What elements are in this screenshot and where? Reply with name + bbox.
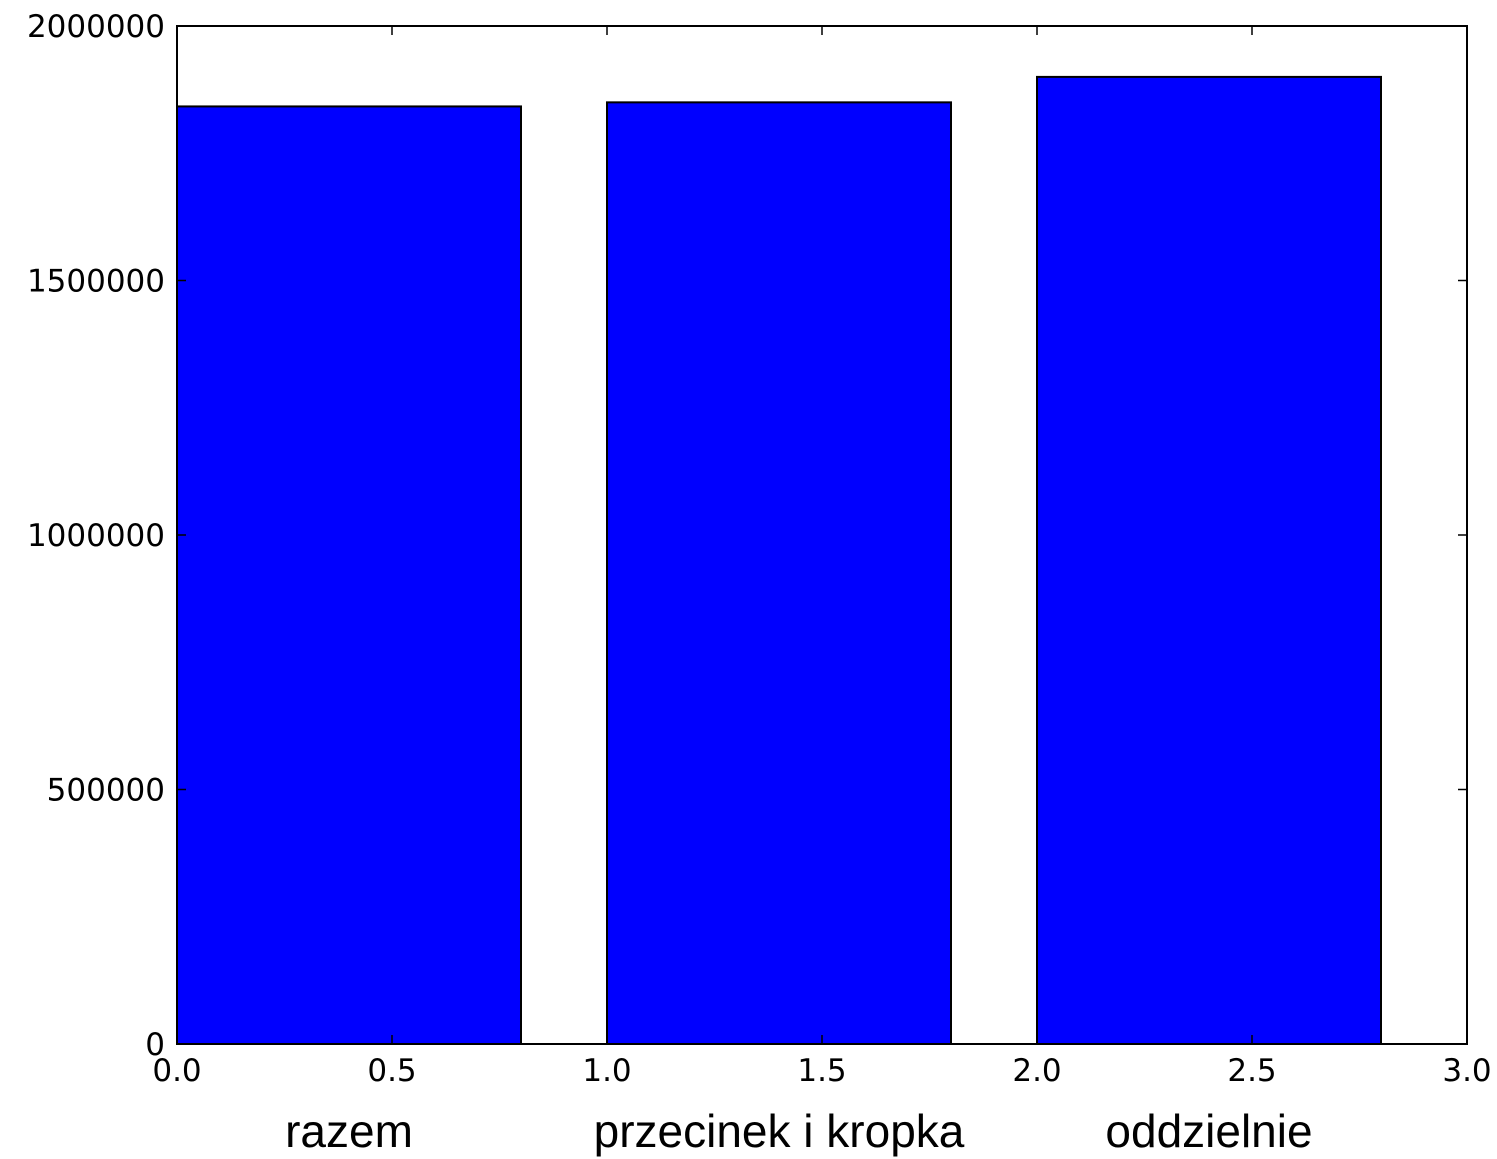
y-tick-label: 2000000: [27, 9, 165, 45]
x-tick-label: 0.0: [152, 1053, 201, 1089]
y-tick-label: 500000: [47, 773, 165, 809]
category-label-1: razem: [285, 1105, 413, 1157]
x-tick-label: 3.0: [1442, 1053, 1491, 1089]
bar-1: [176, 105, 522, 1045]
bar-3: [1036, 75, 1382, 1045]
x-tick-label: 0.5: [367, 1053, 416, 1089]
x-tick-label: 1.5: [797, 1053, 846, 1089]
x-tick-label: 2.5: [1227, 1053, 1276, 1089]
y-tick-label: 0: [145, 1027, 165, 1063]
y-tick-label: 1500000: [27, 264, 165, 300]
category-label-2: przecinek i kropka: [594, 1105, 965, 1157]
y-tick-label: 1000000: [27, 518, 165, 554]
category-label-3: oddzielnie: [1105, 1105, 1312, 1157]
labels-group: 0.0 0.5 1.0 1.5 2.0 2.5 3.0 0 500000 1000000 15000…: [27, 9, 1492, 1157]
ticks-group: [176, 25, 1468, 1045]
x-tick-label: 2.0: [1012, 1053, 1061, 1089]
bar-2: [606, 101, 952, 1046]
x-tick-label: 1.0: [582, 1053, 631, 1089]
bars-group: [176, 75, 1382, 1046]
